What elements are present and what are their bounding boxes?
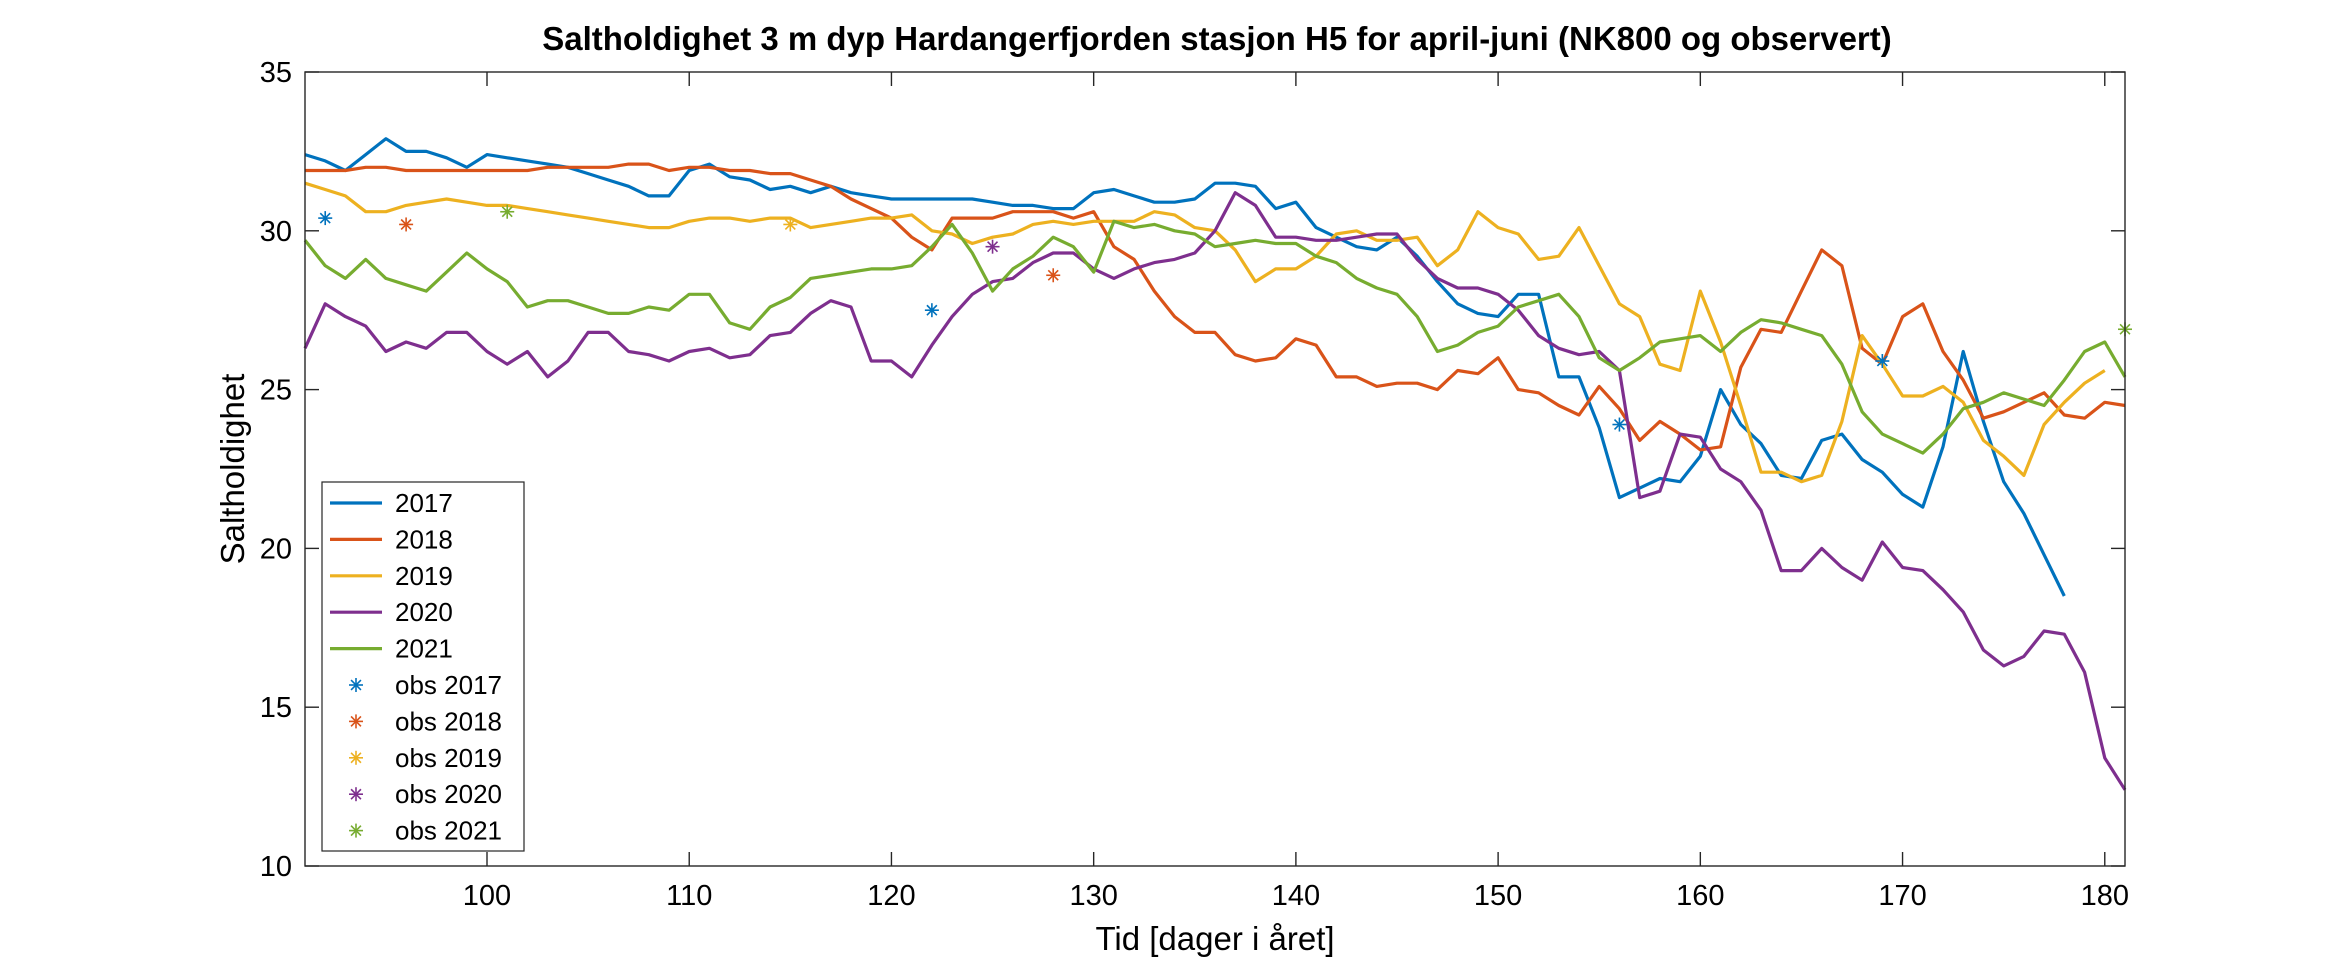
y-tick-label: 25 — [260, 375, 292, 407]
obs-marker — [985, 239, 1000, 254]
y-tick-label: 10 — [260, 851, 292, 883]
series-line-2019 — [304, 181, 2106, 484]
x-tick-label: 170 — [1878, 880, 1926, 912]
legend-entry: 2019 — [395, 561, 453, 591]
y-tick-label: 35 — [260, 57, 292, 89]
x-tick-label: 150 — [1474, 880, 1522, 912]
series-line-2017 — [304, 137, 2066, 597]
x-tick-label: 100 — [463, 880, 511, 912]
legend-entry: 2021 — [395, 634, 453, 664]
obs-marker — [1612, 417, 1627, 432]
legend-entry: obs 2017 — [395, 670, 502, 700]
x-tick-label: 110 — [666, 880, 712, 912]
series-line-2020 — [303, 191, 2127, 791]
legend-entry: 2018 — [395, 524, 453, 554]
legend-swatch — [349, 787, 363, 802]
y-axis-label: Saltholdighet — [214, 374, 251, 565]
chart-title: Saltholdighet 3 m dyp Hardangerfjorden s… — [542, 20, 1892, 57]
obs-marker — [1875, 354, 1890, 369]
legend-entry: obs 2021 — [395, 816, 502, 846]
legend-entry: obs 2020 — [395, 779, 502, 809]
y-tick-label: 30 — [260, 216, 292, 248]
series-line-2021 — [303, 219, 2127, 455]
y-tick-label: 20 — [260, 533, 292, 565]
obs-marker — [318, 211, 333, 226]
x-tick-label: 180 — [2081, 880, 2129, 912]
obs-marker — [783, 217, 798, 232]
legend-entry: obs 2019 — [395, 743, 502, 773]
legend: 2017 2018 2019 2020 2021 obs 2017 obs 2018 obs … — [321, 481, 525, 852]
legend-swatch — [349, 678, 363, 692]
legend-swatch — [349, 823, 363, 838]
obs-marker — [399, 217, 414, 232]
x-axis-ticks: 100 110 120 130 140 150 160 170 180 — [463, 72, 2129, 912]
obs-marker — [924, 303, 939, 318]
legend-swatch — [349, 714, 363, 729]
obs-marker — [1046, 268, 1061, 283]
y-tick-label: 15 — [260, 692, 292, 724]
x-tick-label: 120 — [867, 880, 915, 912]
legend-entry: 2020 — [395, 597, 453, 627]
legend-entry: 2017 — [395, 488, 453, 518]
plot-area-frame — [304, 71, 2126, 867]
legend-swatch — [349, 750, 363, 765]
x-axis-label: Tid [dager i året] — [1095, 920, 1334, 957]
x-tick-label: 140 — [1272, 880, 1320, 912]
obs-marker — [500, 204, 515, 219]
series-line-2018 — [305, 162, 2126, 452]
series-lines — [303, 137, 2127, 791]
y-axis-ticks: 10 15 20 25 30 35 — [260, 57, 2125, 883]
x-tick-label: 160 — [1676, 880, 1724, 912]
x-tick-label: 130 — [1069, 880, 1117, 912]
legend-entry: obs 2018 — [395, 706, 502, 736]
